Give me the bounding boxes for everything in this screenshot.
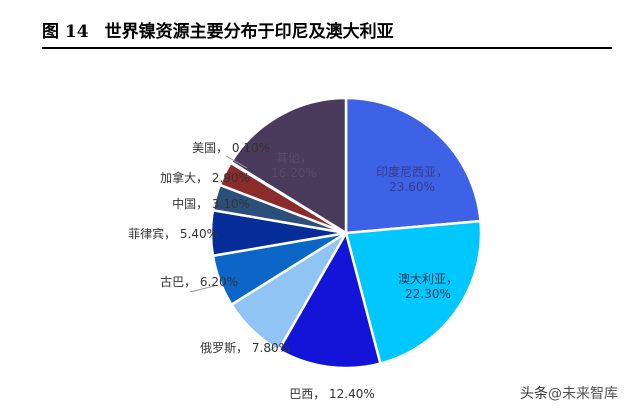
- watermark-handle: @未来智库: [548, 386, 618, 402]
- figure-number: 图 14: [42, 22, 89, 42]
- pie-slice-0: [344, 96, 482, 235]
- watermark: 头条@未来智库: [520, 383, 618, 403]
- figure-title: 图 14 世界镍资源主要分布于印尼及澳大利亚: [42, 17, 612, 49]
- slice-value-1: 22.30%: [405, 287, 451, 301]
- slice-label-0: 印度尼西亚，: [376, 164, 448, 179]
- pie-slice-9: [229, 96, 348, 236]
- slice-label-6: 中国， 3.10%: [172, 196, 250, 211]
- leader-line-0: [189, 285, 215, 293]
- leader-line-1: [267, 345, 277, 353]
- pie-slice-2: [277, 229, 382, 370]
- slice-label-5: 菲律宾， 5.40%: [128, 226, 218, 241]
- slice-value-0: 23.60%: [389, 180, 435, 194]
- slice-label-3: 俄罗斯， 7.80%: [200, 341, 290, 355]
- watermark-brand: 头条: [520, 386, 548, 402]
- slice-label-2: 巴西， 12.40%: [289, 387, 375, 401]
- slice-label-1: 澳大利亚，: [398, 272, 458, 286]
- slice-label-9: 其他，: [276, 151, 312, 165]
- slice-label-7: 加拿大， 2.90%: [160, 170, 250, 185]
- slice-value-9: 16.20%: [271, 166, 317, 180]
- slice-label-8: 美国， 0.10%: [192, 141, 270, 155]
- leader-line-2: [225, 155, 248, 169]
- pie-slice-1: [344, 219, 483, 366]
- slice-label-4: 古巴， 6.20%: [160, 274, 238, 289]
- figure-caption: 世界镍资源主要分布于印尼及澳大利亚: [104, 22, 394, 42]
